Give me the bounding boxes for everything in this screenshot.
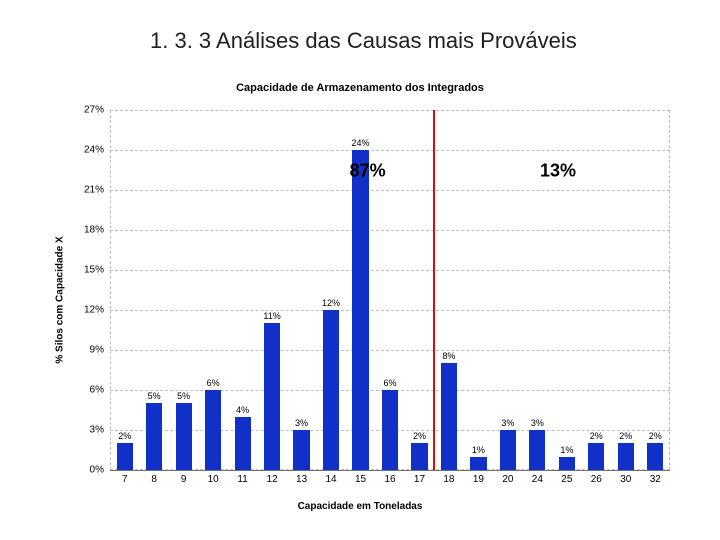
y-tick-label: 0% — [90, 465, 110, 476]
bar-value-label: 5% — [148, 391, 161, 401]
x-tick-label: 20 — [502, 474, 513, 485]
x-tick-label: 8 — [151, 474, 157, 485]
bar-value-label: 5% — [177, 391, 190, 401]
bar: 2% — [647, 443, 663, 470]
x-tick-label: 12 — [267, 474, 278, 485]
divider-line — [433, 110, 435, 470]
bar: 2% — [618, 443, 634, 470]
bar-value-label: 2% — [118, 431, 131, 441]
bar: 12% — [323, 310, 339, 470]
bar-value-label: 1% — [472, 445, 485, 455]
y-tick-label: 9% — [90, 345, 110, 356]
bar-value-label: 2% — [649, 431, 662, 441]
x-tick-label: 13 — [296, 474, 307, 485]
bar-value-label: 11% — [263, 311, 280, 321]
x-axis-baseline — [110, 470, 670, 471]
bar-value-label: 6% — [383, 378, 396, 388]
y-tick-label: 15% — [84, 265, 110, 276]
bar-value-label: 8% — [442, 351, 455, 361]
y-tick-label: 18% — [84, 225, 110, 236]
page: 1. 3. 3 Análises das Causas mais Prováve… — [0, 0, 720, 540]
x-tick-label: 32 — [650, 474, 661, 485]
bar-value-label: 3% — [295, 418, 308, 428]
bar: 5% — [176, 403, 192, 470]
bar: 11% — [264, 323, 280, 470]
bar-value-label: 1% — [560, 445, 573, 455]
bar: 1% — [470, 457, 486, 470]
x-tick-label: 9 — [181, 474, 187, 485]
bar-value-label: 2% — [413, 431, 426, 441]
y-tick-label: 24% — [84, 145, 110, 156]
x-tick-label: 24 — [532, 474, 543, 485]
bar: 3% — [293, 430, 309, 470]
bar-value-label: 4% — [236, 405, 249, 415]
gridline — [110, 110, 670, 111]
gridline — [110, 310, 670, 311]
plot-area: 0%3%6%9%12%15%18%21%24%27%2%75%85%96%104… — [110, 110, 670, 470]
gridline — [110, 230, 670, 231]
section-title: 1. 3. 3 Análises das Causas mais Prováve… — [150, 28, 577, 54]
x-tick-label: 18 — [443, 474, 454, 485]
x-tick-label: 26 — [591, 474, 602, 485]
bar: 1% — [559, 457, 575, 470]
x-tick-label: 16 — [384, 474, 395, 485]
bar-value-label: 24% — [351, 138, 369, 148]
y-axis-title: % Silos com Capacidade X — [55, 236, 66, 363]
bar: 8% — [441, 363, 457, 470]
annotation: 87% — [350, 161, 386, 182]
annotation: 13% — [540, 161, 576, 182]
bar: 3% — [500, 430, 516, 470]
gridline — [110, 270, 670, 271]
x-tick-label: 30 — [620, 474, 631, 485]
x-tick-label: 17 — [414, 474, 425, 485]
bar: 6% — [382, 390, 398, 470]
x-tick-label: 7 — [122, 474, 128, 485]
x-tick-label: 14 — [325, 474, 336, 485]
bar: 2% — [117, 443, 133, 470]
y-tick-label: 27% — [84, 105, 110, 116]
y-tick-label: 6% — [90, 385, 110, 396]
gridline — [110, 350, 670, 351]
bar: 24% — [352, 150, 368, 470]
bar-value-label: 3% — [531, 418, 544, 428]
y-tick-label: 3% — [90, 425, 110, 436]
x-tick-label: 25 — [561, 474, 572, 485]
bar: 3% — [529, 430, 545, 470]
bar-value-label: 2% — [590, 431, 603, 441]
bar-value-label: 6% — [207, 378, 220, 388]
y-tick-label: 12% — [84, 305, 110, 316]
bar: 2% — [588, 443, 604, 470]
bar-value-label: 3% — [501, 418, 514, 428]
x-axis-title: Capacidade em Toneladas — [0, 501, 720, 512]
y-tick-label: 21% — [84, 185, 110, 196]
gridline — [110, 190, 670, 191]
bar-value-label: 2% — [619, 431, 632, 441]
x-tick-label: 19 — [473, 474, 484, 485]
bar: 6% — [205, 390, 221, 470]
gridline — [110, 150, 670, 151]
chart-title: Capacidade de Armazenamento dos Integrad… — [0, 82, 720, 94]
bar: 5% — [146, 403, 162, 470]
x-tick-label: 15 — [355, 474, 366, 485]
bar-value-label: 12% — [322, 298, 340, 308]
x-tick-label: 11 — [237, 474, 247, 485]
bar: 4% — [235, 417, 251, 470]
x-tick-label: 10 — [208, 474, 219, 485]
bar: 2% — [411, 443, 427, 470]
